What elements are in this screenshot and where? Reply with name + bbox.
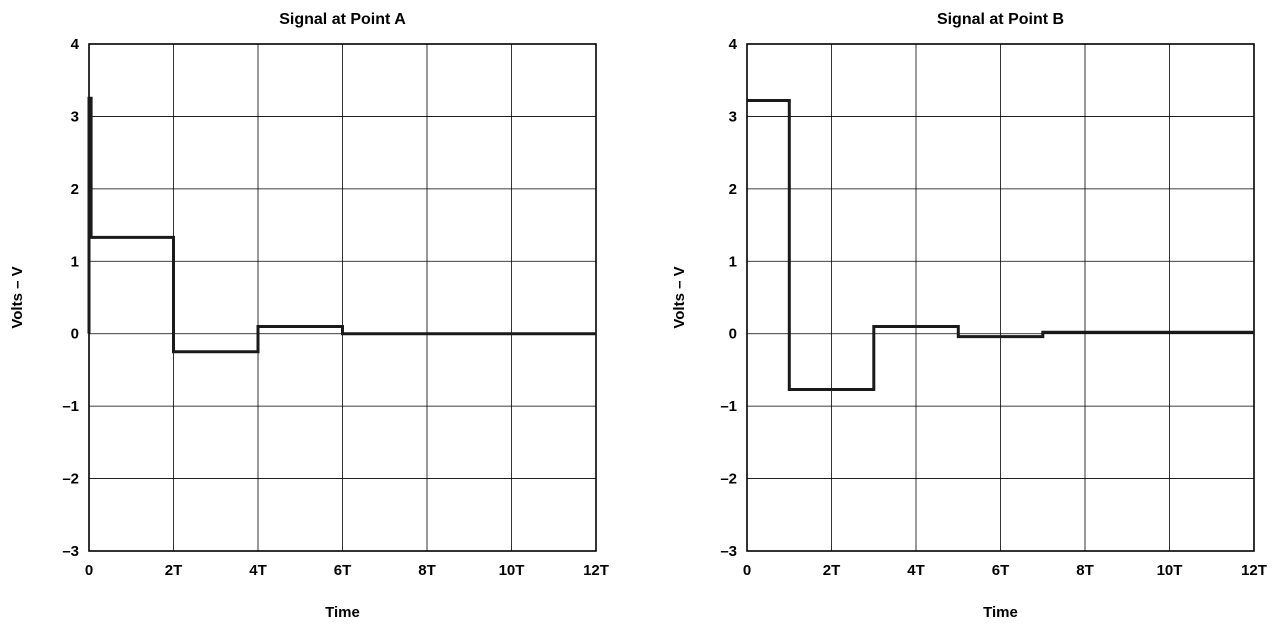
- y-tick-label: 3: [71, 108, 79, 125]
- y-tick-label: –2: [720, 471, 737, 488]
- x-tick-label: 12T: [1241, 562, 1267, 579]
- chart-signal-point-b: Signal at Point B Volts – V Time 0 2T 4T 6T…: [671, 11, 1267, 621]
- plot-frame: [746, 43, 1255, 552]
- x-tick-label: 0: [85, 562, 93, 579]
- grid: [747, 44, 1254, 551]
- y-tick-label: 4: [729, 36, 738, 53]
- x-tick-label: 12T: [583, 562, 609, 579]
- x-tick-label: 6T: [334, 562, 352, 579]
- x-axis-label: Time: [325, 604, 360, 621]
- series-line: [747, 99, 1254, 391]
- y-axis-label: Volts – V: [9, 266, 26, 328]
- chart-signal-point-a: Signal at Point A Volts – V Time 0 2T 4T 6T…: [9, 11, 609, 621]
- y-tick-label: –1: [62, 398, 79, 415]
- x-tick-label: 10T: [499, 562, 525, 579]
- y-tick-label: 4: [71, 36, 80, 53]
- chart-title: Signal at Point B: [937, 11, 1064, 28]
- y-tick-label: –1: [720, 398, 737, 415]
- x-tick-label: 2T: [823, 562, 841, 579]
- grid: [89, 44, 596, 551]
- y-tick-label: 2: [729, 181, 737, 198]
- x-tick-label: 10T: [1157, 562, 1183, 579]
- series-line: [87, 96, 596, 354]
- y-tick-label: –3: [720, 543, 737, 560]
- y-tick-label: 3: [729, 108, 737, 125]
- chart-title: Signal at Point A: [279, 11, 406, 28]
- y-tick-label: 1: [729, 253, 737, 270]
- y-tick-label: 0: [729, 326, 737, 343]
- x-axis-label: Time: [983, 604, 1018, 621]
- x-tick-label: 2T: [165, 562, 183, 579]
- y-tick-label: 0: [71, 326, 79, 343]
- x-tick-label: 6T: [992, 562, 1010, 579]
- x-tick-label: 8T: [1076, 562, 1094, 579]
- x-tick-label: 4T: [907, 562, 925, 579]
- x-tick-label: 4T: [249, 562, 267, 579]
- x-tick-label: 8T: [418, 562, 436, 579]
- y-tick-label: 2: [71, 181, 79, 198]
- y-tick-label: –2: [62, 471, 79, 488]
- y-tick-label: –3: [62, 543, 79, 560]
- x-tick-label: 0: [743, 562, 751, 579]
- y-tick-label: 1: [71, 253, 79, 270]
- y-axis-label: Volts – V: [671, 266, 688, 328]
